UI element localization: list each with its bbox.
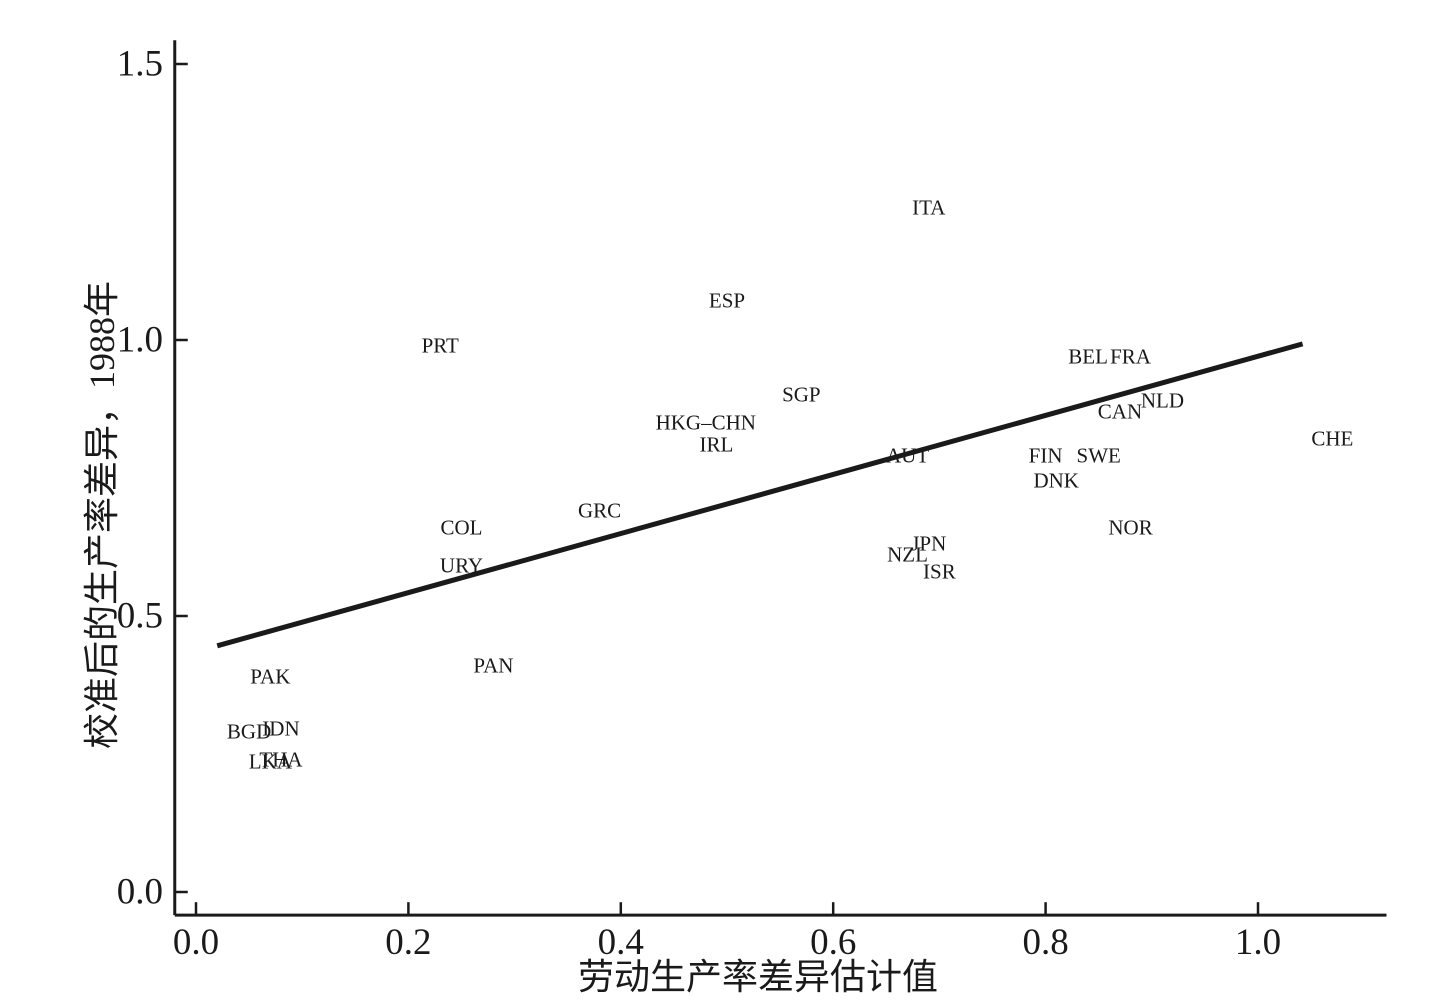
data-point-label: PAN: [473, 653, 514, 678]
data-point-label: DNK: [1033, 468, 1079, 493]
data-point-label: HKG–CHN: [655, 410, 756, 435]
x-tick-label: 1.0: [1234, 922, 1282, 963]
data-point-label: NZL: [887, 542, 928, 567]
data-point-label: ISR: [923, 559, 956, 584]
x-tick-label: 0.2: [385, 922, 432, 963]
x-tick-label: 0.4: [597, 922, 644, 963]
trend-line: [216, 341, 1304, 649]
data-point-label: FIN: [1028, 443, 1063, 468]
data-point-label: LKA: [248, 749, 292, 774]
data-point-label: URY: [439, 553, 484, 578]
data-point-label: BEL: [1068, 344, 1108, 369]
y-tick-label: 0.5: [116, 595, 163, 637]
data-point-label: NLD: [1140, 388, 1184, 413]
data-point-label: THA: [259, 747, 303, 772]
data-point-label: ESP: [708, 288, 746, 313]
x-tick-label: 0.0: [172, 922, 220, 963]
data-point-label: CHE: [1311, 426, 1354, 451]
y-tick-label: 1.0: [116, 319, 163, 361]
data-point-label: FRA: [1110, 344, 1151, 369]
data-point-label: JPN: [911, 531, 947, 556]
y-axis-title: 校准后的生产率差异，1988年: [82, 280, 123, 750]
data-point-label: PRT: [421, 333, 459, 358]
data-point-label: IDN: [262, 716, 300, 741]
data-point-label: SGP: [782, 382, 821, 407]
x-tick-label: 0.8: [1022, 922, 1069, 963]
y-tick-label: 1.5: [116, 43, 163, 85]
x-axis-title: 劳动生产率差异估计值: [577, 957, 939, 997]
data-point-label: PAK: [250, 664, 291, 689]
data-point-label: ITA: [912, 195, 946, 220]
data-point-label: NOR: [1108, 515, 1153, 540]
data-point-label: IRL: [699, 432, 734, 457]
data-point-label: CAN: [1097, 399, 1143, 424]
data-point-label: COL: [440, 515, 483, 540]
data-point-label: BGD: [226, 719, 272, 744]
data-point-label: AUT: [885, 443, 930, 468]
x-tick-label: 0.6: [810, 922, 857, 963]
data-point-label: GRC: [577, 498, 622, 523]
y-tick-label: 0.0: [116, 871, 163, 913]
data-point-label: SWE: [1076, 443, 1121, 468]
